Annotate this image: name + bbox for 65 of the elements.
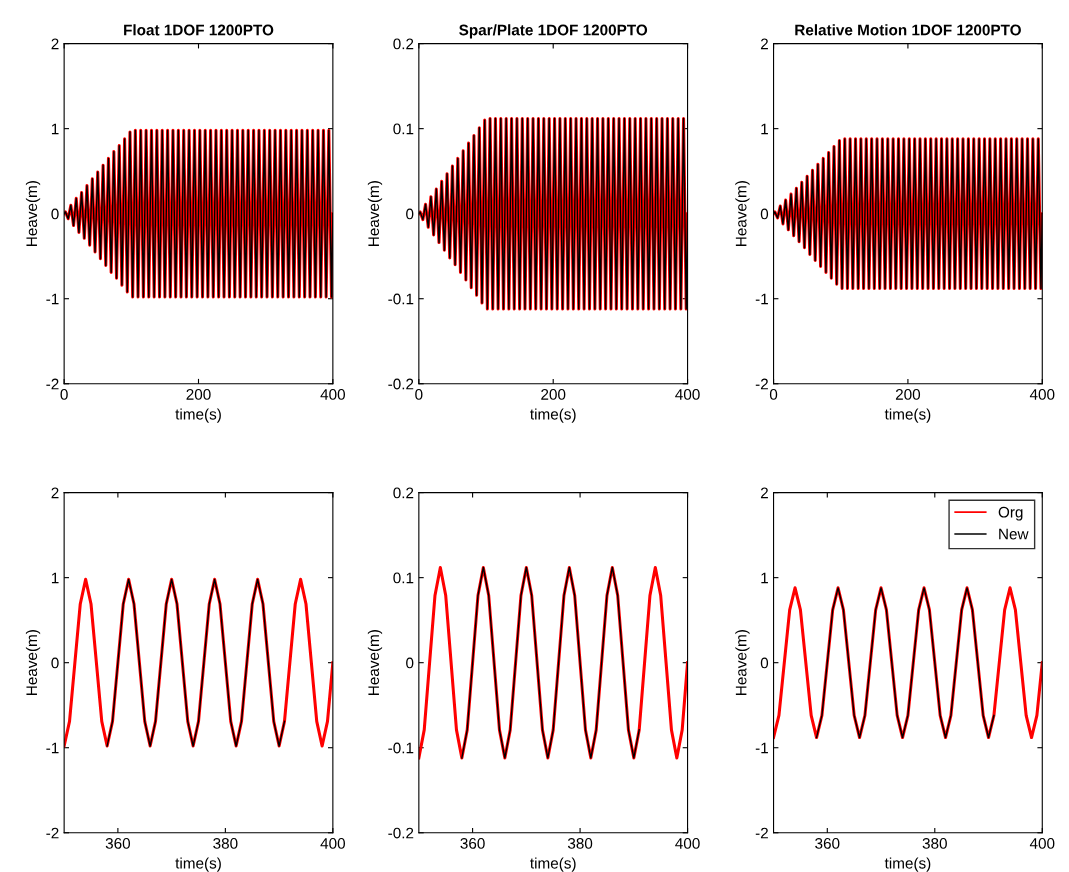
y-tick-label: -1 (755, 742, 768, 754)
x-tick-label: 380 (213, 838, 238, 849)
y-tick-label: -0.2 (388, 378, 414, 390)
x-tick-label: 200 (186, 389, 211, 400)
x-axis-title: time(s) (530, 857, 576, 872)
y-tick-label: 2 (760, 487, 768, 499)
y-axis-title: Heave(m) (25, 181, 41, 246)
y-tick-label: 1 (761, 572, 768, 584)
chart-title: Float 1DOF 1200PTO (124, 24, 274, 36)
y-tick-label: 0 (406, 208, 414, 220)
x-tick-label: 0 (769, 389, 778, 400)
x-tick-label: 400 (320, 838, 346, 849)
x-axis-title: time(s) (884, 857, 931, 872)
x-tick-label: 360 (815, 838, 840, 849)
y-tick-label: 0 (51, 208, 59, 220)
x-tick-label: 400 (1029, 389, 1055, 400)
y-axis-title: Heave(m) (735, 181, 750, 246)
y-tick-label: 1 (51, 123, 59, 135)
x-tick-label: 400 (675, 389, 700, 400)
chart-title: Relative Motion 1DOF 1200PTO (795, 24, 1021, 36)
x-tick-label: 380 (567, 838, 593, 849)
y-tick-label: -0.1 (388, 293, 414, 305)
y-tick-label: -2 (46, 378, 59, 390)
y-tick-label: 2 (760, 38, 768, 50)
x-tick-label: 380 (922, 838, 947, 849)
x-axis-title: time(s) (175, 408, 221, 423)
y-axis-title: Heave(m) (735, 630, 750, 695)
y-tick-label: 0.2 (393, 487, 414, 499)
y-tick-label: -0.1 (388, 742, 414, 754)
x-axis-title: time(s) (884, 408, 931, 423)
y-tick-label: -2 (755, 378, 768, 390)
legend-label: New (999, 528, 1029, 540)
y-tick-label: 0.1 (393, 572, 414, 584)
x-tick-label: 200 (541, 389, 566, 400)
y-tick-label: 0 (760, 208, 769, 220)
y-tick-label: -1 (46, 742, 59, 754)
y-tick-label: 1 (51, 572, 59, 584)
x-tick-label: 0 (60, 389, 68, 400)
y-axis-title: Heave(m) (367, 181, 383, 246)
x-tick-label: 360 (105, 838, 131, 849)
y-tick-label: -2 (46, 827, 59, 839)
y-axis-title: Heave(m) (367, 630, 383, 695)
x-tick-label: 200 (895, 389, 921, 400)
y-tick-label: 0 (760, 657, 769, 669)
y-tick-label: -1 (755, 293, 768, 305)
x-tick-label: 400 (320, 389, 346, 400)
y-tick-label: 0 (406, 657, 414, 669)
y-tick-label: 2 (51, 38, 59, 50)
y-tick-label: -2 (755, 827, 768, 839)
x-tick-label: 400 (675, 838, 700, 849)
x-tick-label: 360 (460, 838, 485, 849)
y-axis-title: Heave(m) (25, 630, 41, 695)
x-axis-title: time(s) (175, 857, 221, 872)
y-tick-label: 0.2 (393, 38, 414, 50)
y-tick-label: 1 (761, 123, 768, 135)
y-tick-label: -1 (46, 293, 59, 305)
x-tick-label: 400 (1029, 838, 1055, 849)
y-tick-label: 2 (51, 487, 59, 499)
chart-title: Spar/Plate 1DOF 1200PTO (459, 24, 648, 39)
y-tick-label: 0 (51, 657, 59, 669)
y-tick-label: -0.2 (388, 827, 414, 839)
x-tick-label: 0 (415, 389, 423, 400)
x-axis-title: time(s) (530, 408, 576, 423)
y-tick-label: 0.1 (393, 123, 414, 135)
legend-label: Org (998, 506, 1023, 521)
